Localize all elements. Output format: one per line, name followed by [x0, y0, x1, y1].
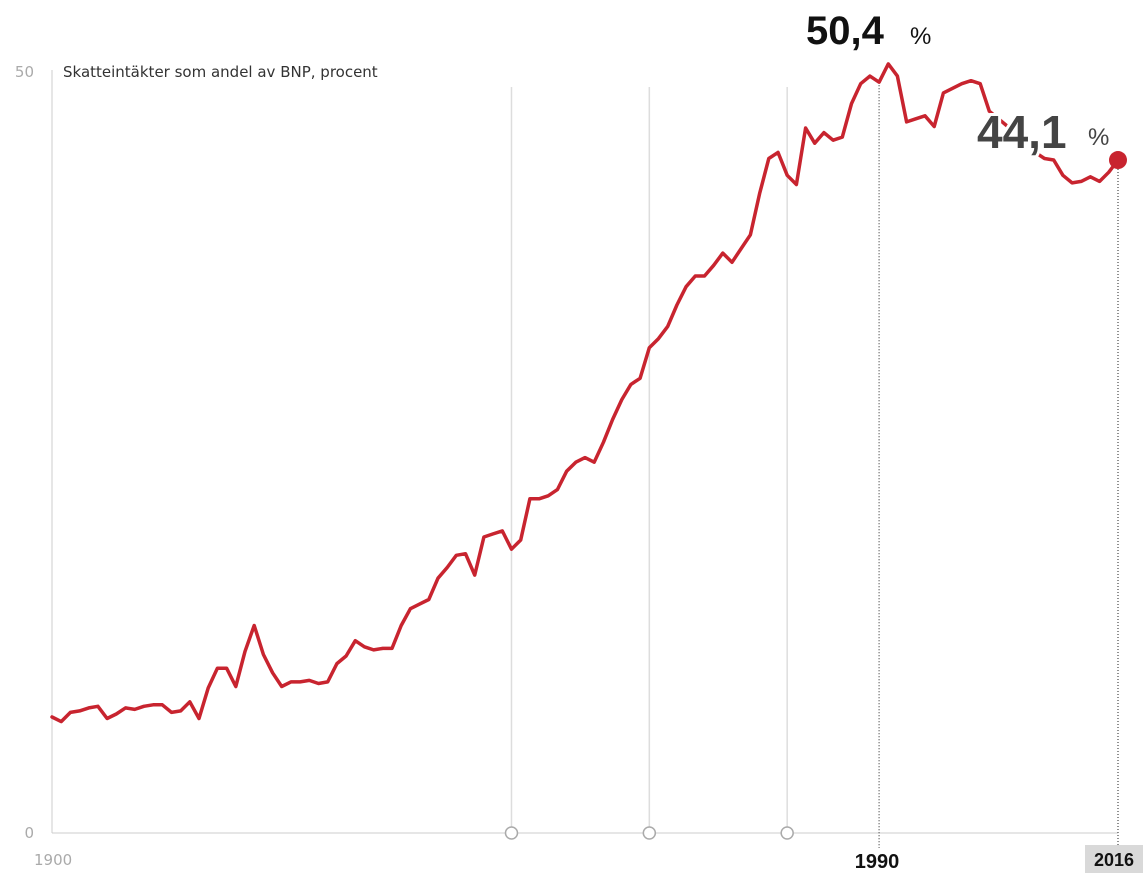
- last-unit-label: %: [1088, 124, 1109, 151]
- timeline-marker-1965[interactable]: [642, 826, 657, 840]
- marker-layer: [504, 826, 794, 840]
- peak-unit-label: %: [910, 23, 931, 50]
- last-year-label: 2016: [1094, 850, 1134, 870]
- grid-layer: [510, 87, 788, 833]
- timeline-marker-1950[interactable]: [504, 826, 519, 840]
- last-point-marker[interactable]: [1109, 151, 1127, 170]
- last-year-badge: [1085, 845, 1143, 873]
- timeline-marker-1980[interactable]: [780, 826, 794, 840]
- chart-title: Skatteintäkter som andel av BNP, procent: [63, 63, 378, 81]
- last-value-label: 44,1: [977, 106, 1067, 158]
- peak-year-label: 1990: [855, 851, 900, 873]
- y-tick-50: 50: [15, 63, 34, 81]
- x-tick-start: 1900: [34, 851, 72, 869]
- series-line-tax-share: [50, 62, 1120, 724]
- y-tick-0: 0: [24, 824, 34, 842]
- peak-value-label: 50,4: [806, 9, 885, 53]
